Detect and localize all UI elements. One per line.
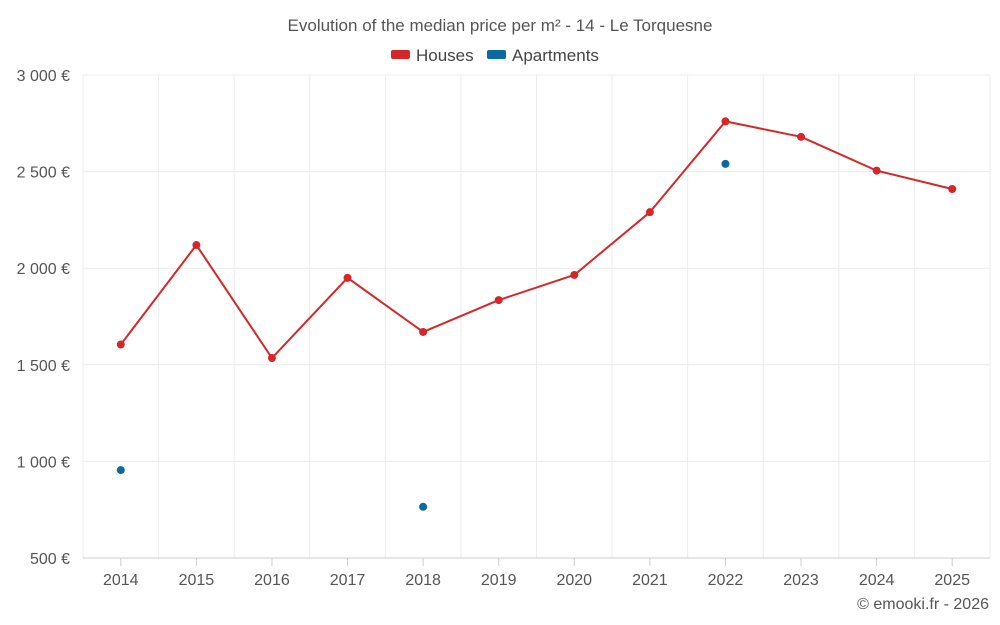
x-tick-label: 2021: [632, 572, 668, 589]
x-tick-label: 2019: [481, 572, 517, 589]
y-tick-label: 500 €: [30, 551, 70, 568]
x-tick-label: 2016: [254, 572, 290, 589]
series-apartments: [116, 159, 730, 511]
x-tick-label: 2020: [556, 572, 592, 589]
data-point-houses: [192, 241, 201, 250]
data-point-apartments: [419, 502, 428, 511]
x-tick-label: 2025: [934, 572, 970, 589]
x-tick-label: 2023: [783, 572, 819, 589]
data-point-houses: [494, 296, 503, 305]
data-point-houses: [797, 132, 806, 141]
series: [116, 117, 957, 511]
data-point-houses: [872, 166, 881, 175]
data-point-houses: [419, 327, 428, 336]
x-tick-label: 2024: [859, 572, 895, 589]
legend: Houses Apartments: [391, 46, 599, 65]
data-point-houses: [343, 273, 352, 282]
data-point-apartments: [116, 466, 125, 475]
chart-title: Evolution of the median price per m² - 1…: [288, 16, 713, 35]
data-point-apartments: [721, 159, 730, 168]
x-tick-label: 2022: [708, 572, 744, 589]
grid: [82, 74, 991, 558]
legend-item-apartments[interactable]: Apartments: [487, 46, 599, 65]
data-point-houses: [948, 184, 957, 193]
credit-text: © emooki.fr - 2026: [857, 596, 989, 613]
series-houses: [116, 117, 957, 363]
y-tick-label: 1 500 €: [17, 358, 70, 375]
x-tick-label: 2017: [330, 572, 366, 589]
y-tick-label: 2 000 €: [17, 261, 70, 278]
x-tick-label: 2015: [179, 572, 215, 589]
legend-label-apartments: Apartments: [512, 46, 599, 65]
data-point-houses: [721, 117, 730, 126]
data-point-houses: [570, 270, 579, 279]
axes: 500 € 1 000 € 1 500 € 2 000 € 2 500 € 3 000 €…: [17, 68, 990, 589]
y-tick-label: 2 500 €: [17, 165, 70, 182]
data-point-houses: [116, 340, 125, 349]
x-tick-label: 2014: [103, 572, 139, 589]
y-tick-label: 1 000 €: [17, 454, 70, 471]
legend-swatch-houses: [391, 50, 410, 59]
data-point-houses: [267, 354, 276, 363]
x-tick-label: 2018: [405, 572, 441, 589]
series-line-houses: [119, 120, 953, 360]
legend-label-houses: Houses: [416, 46, 474, 65]
legend-item-houses[interactable]: Houses: [391, 46, 474, 65]
y-tick-label: 3 000 €: [17, 68, 70, 85]
legend-swatch-apartments: [487, 50, 506, 59]
data-point-houses: [645, 208, 654, 217]
